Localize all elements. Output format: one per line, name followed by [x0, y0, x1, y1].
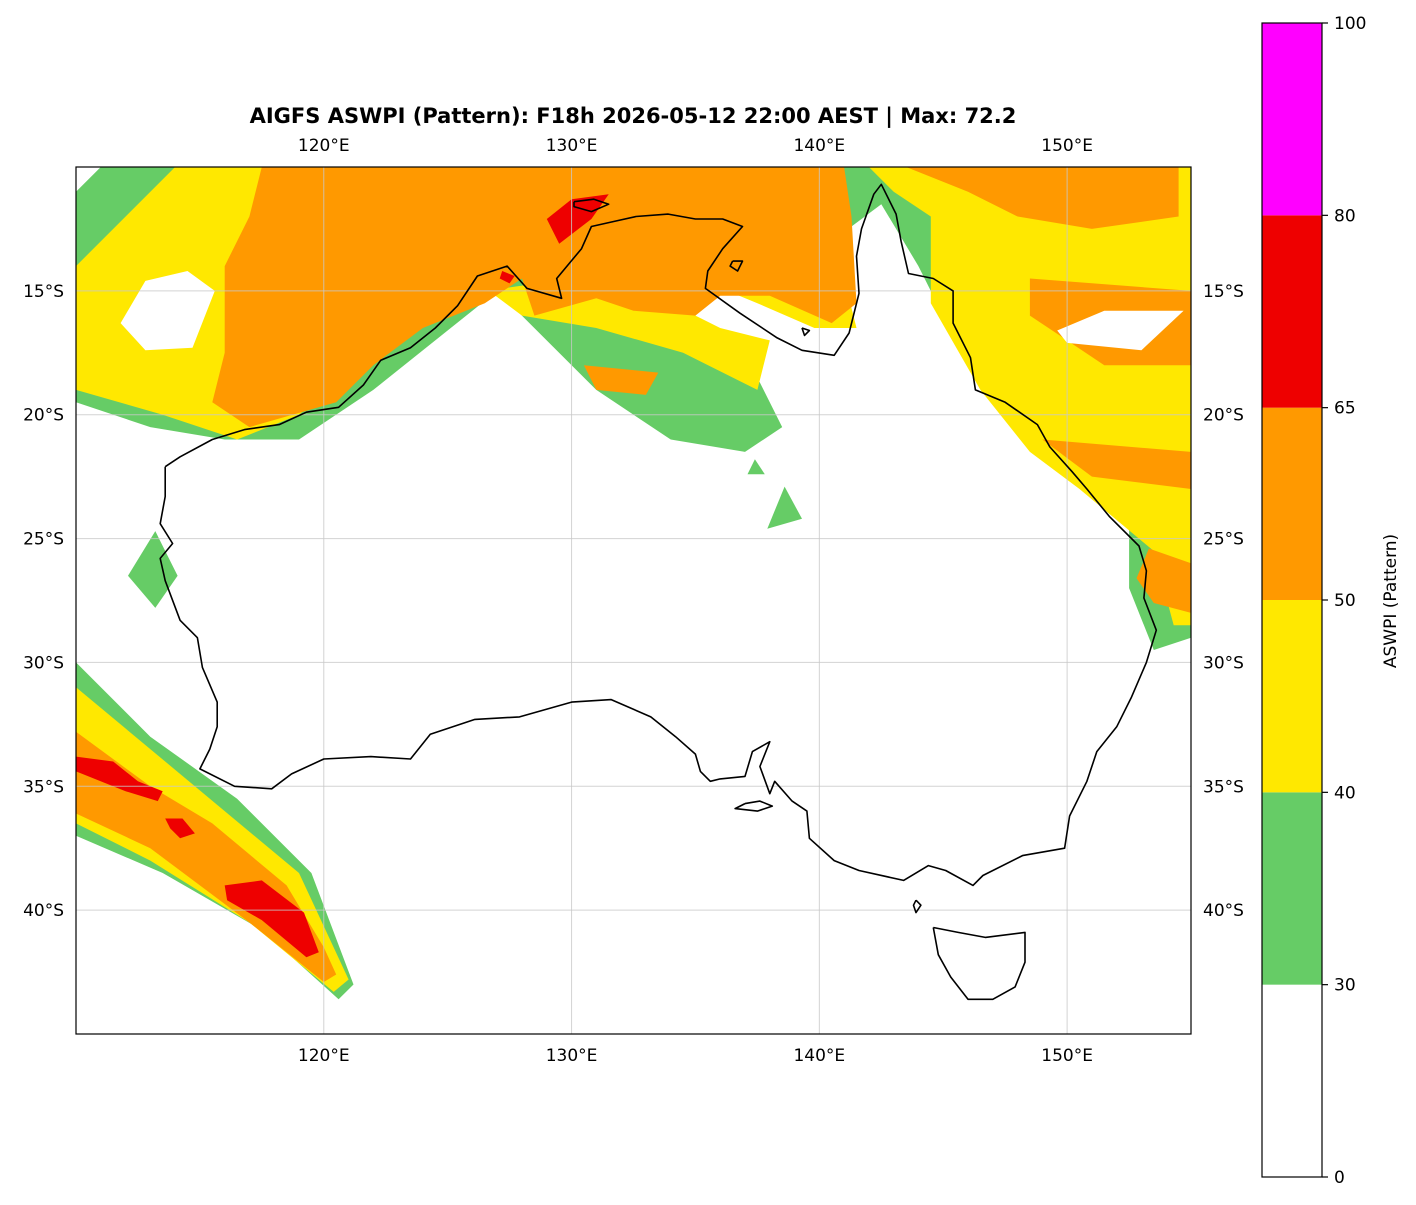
latitude-tick-label-left: 25°S: [23, 530, 64, 550]
colorbar-segment: [1262, 600, 1322, 793]
map-area: [76, 167, 1191, 1034]
longitude-tick-label-top: 130°E: [546, 136, 598, 156]
latitude-tick-labels: 15°S 15°S 20°S 20°S 25°S 25°S 30°S 30°S 35°S 35°S…: [23, 282, 1244, 921]
latitude-tick-label-right: 25°S: [1203, 530, 1244, 550]
island-coastline: [729, 260, 744, 272]
aswpi-30-40-region: [767, 486, 802, 529]
aswpi-50-65-region: [906, 167, 1179, 229]
aswpi-65-80-region: [76, 756, 163, 802]
aswpi-65-80-fill: [76, 194, 609, 958]
aswpi-40-50-region: [868, 167, 1191, 626]
longitude-tick-label-top: 150°E: [1041, 136, 1093, 156]
tasmania-coastline: [932, 926, 1026, 1001]
mainland-coastline: [159, 183, 1158, 887]
latitude-tick-label-left: 40°S: [23, 901, 64, 921]
latitude-tick-label-left: 35°S: [23, 777, 64, 797]
latitude-tick-label-right: 35°S: [1203, 777, 1244, 797]
colorbar: 0 30 40 50 65 80 100: [1261, 14, 1366, 1188]
colorbar-label: ASWPI (Pattern): [1381, 534, 1401, 668]
coastline: [159, 183, 1158, 1001]
aswpi-30-40-region: [747, 459, 765, 475]
island-coastline: [912, 899, 922, 914]
colorbar-tick-label: 0: [1334, 1168, 1345, 1188]
latitude-tick-label-right: 15°S: [1203, 282, 1244, 302]
aswpi-65-80-region: [499, 271, 515, 284]
latitude-tick-label-right: 40°S: [1203, 901, 1244, 921]
longitude-tick-label-bottom: 130°E: [546, 1046, 598, 1066]
latitude-tick-label-left: 30°S: [23, 653, 64, 673]
island-coastline: [734, 800, 774, 812]
aswpi-50-65-region: [1136, 548, 1191, 613]
island-coastline: [801, 327, 811, 337]
longitude-tick-label-bottom: 120°E: [298, 1046, 350, 1066]
aswpi-30-40-region: [128, 531, 178, 608]
colorbar-segment: [1262, 23, 1322, 216]
colorbar-tick-label: 65: [1334, 399, 1356, 419]
longitude-tick-label-bottom: 150°E: [1041, 1046, 1093, 1066]
colorbar-segment: [1262, 792, 1322, 985]
island-coastline: [573, 198, 610, 213]
colorbar-tick-label: 30: [1334, 976, 1356, 996]
colorbar-tick-label: 80: [1334, 206, 1356, 226]
longitude-tick-label-top: 120°E: [298, 136, 350, 156]
colorbar-tick-label: 50: [1334, 591, 1356, 611]
aswpi-65-80-region: [165, 818, 195, 839]
gridlines: [76, 167, 1191, 1034]
colorbar-segment: [1262, 215, 1322, 408]
latitude-tick-label-left: 20°S: [23, 406, 64, 426]
colorbar-segment: [1262, 407, 1322, 600]
colorbar-segment: [1262, 984, 1322, 1177]
aswpi-below-30-region: [859, 216, 907, 321]
latitude-tick-label-right: 20°S: [1203, 406, 1244, 426]
aswpi-50-65-region: [1042, 439, 1191, 489]
aswpi-65-80-region: [224, 880, 319, 958]
colorbar-tick-label: 100: [1334, 14, 1366, 34]
aswpi-below-30-region: [1057, 310, 1184, 351]
longitude-tick-label-bottom: 140°E: [793, 1046, 845, 1066]
colorbar-tick-label: 40: [1334, 783, 1356, 803]
longitude-tick-label-top: 140°E: [793, 136, 845, 156]
aswpi-50-65-region: [212, 167, 857, 428]
aswpi-65-80-region: [546, 194, 609, 244]
latitude-tick-label-right: 30°S: [1203, 653, 1244, 673]
longitude-tick-labels: 120°E 120°E 130°E 130°E 140°E 140°E 150°E 150°E: [298, 136, 1093, 1066]
latitude-tick-label-left: 15°S: [23, 282, 64, 302]
map-title: AIGFS ASWPI (Pattern): F18h 2026-05-12 2…: [250, 104, 1017, 129]
aswpi-50-65-region: [583, 365, 659, 395]
map-frame: [75, 166, 1192, 1035]
